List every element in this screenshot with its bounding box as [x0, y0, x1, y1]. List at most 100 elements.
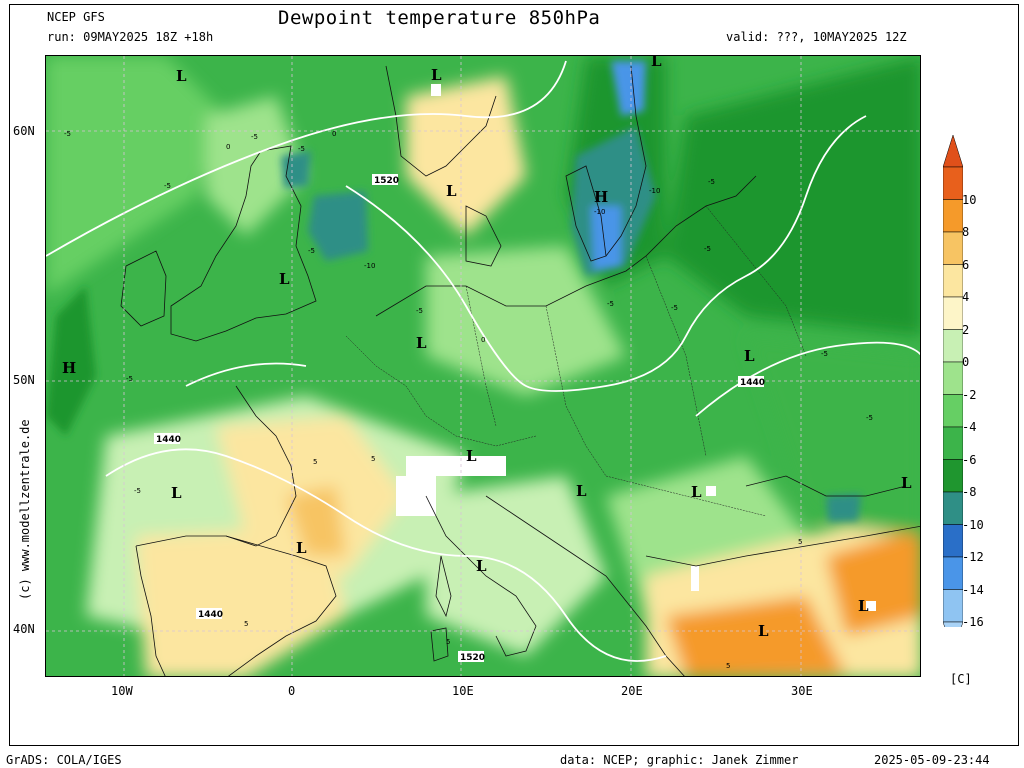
- lon-label-20e: 20E: [621, 684, 643, 698]
- svg-text:-10: -10: [649, 187, 660, 195]
- map-canvas: L L L L L L L L L L L L L L L H H L 1520…: [46, 56, 920, 676]
- data-credit: data: NCEP; graphic: Janek Zimmer: [560, 753, 799, 767]
- timestamp: 2025-05-09-23:44: [874, 753, 990, 767]
- dewpoint-cold-pockets: [46, 61, 861, 522]
- lon-label-10w: 10W: [111, 684, 133, 698]
- svg-text:5: 5: [244, 620, 248, 628]
- colorbar-segment: [943, 264, 963, 298]
- figure-frame: [9, 4, 1019, 746]
- lon-label-10e: 10E: [452, 684, 474, 698]
- geopotential-label: 1440: [198, 610, 223, 620]
- colorbar-segment: [943, 491, 963, 525]
- lat-label-60n: 60N: [13, 124, 35, 138]
- run-label: run: 09MAY2025 18Z +18h: [47, 30, 214, 44]
- svg-text:-5: -5: [126, 375, 133, 383]
- model-label: NCEP GFS: [47, 10, 105, 24]
- svg-text:5: 5: [313, 458, 317, 466]
- missing-data-patches: [396, 84, 876, 611]
- svg-text:5: 5: [726, 662, 730, 670]
- svg-text:-5: -5: [821, 350, 828, 358]
- colorbar-segment: [943, 589, 963, 623]
- lon-label-0: 0: [288, 684, 296, 698]
- geopotential-label: 1440: [740, 378, 765, 388]
- svg-text:-5: -5: [298, 145, 305, 153]
- svg-text:-5: -5: [251, 133, 258, 141]
- low-label: L: [279, 270, 290, 288]
- svg-text:5: 5: [798, 538, 802, 546]
- low-label: L: [758, 622, 769, 640]
- contour-value-labels: -5 -5 -5 0 -5 0 -5 -5 -10 -10 -10 -5 -5 …: [64, 130, 873, 670]
- svg-text:-5: -5: [708, 178, 715, 186]
- low-label: L: [901, 474, 912, 492]
- colorbar-tick-label: -4: [962, 420, 977, 434]
- low-label: L: [176, 67, 187, 85]
- colorbar-tick-label: 2: [962, 322, 970, 337]
- low-label: L: [171, 484, 182, 502]
- pressure-system-labels: L L L L L L L L L L L L L L L H H L: [62, 56, 912, 640]
- map-title: Dewpoint temperature 850hPa: [278, 7, 601, 29]
- grads-credit: GrADS: COLA/IGES: [6, 753, 122, 767]
- svg-text:0: 0: [332, 130, 336, 138]
- colorbar-tick-label: 0: [962, 355, 970, 369]
- geopotential-contours: [46, 60, 920, 662]
- svg-text:0: 0: [481, 336, 485, 344]
- high-label: H: [594, 188, 608, 206]
- colorbar-segment: [943, 199, 963, 233]
- svg-text:5: 5: [371, 455, 375, 463]
- low-label: L: [466, 447, 477, 465]
- low-label: L: [691, 483, 702, 501]
- colorbar-tick-label: -2: [962, 387, 977, 402]
- svg-text:-5: -5: [64, 130, 71, 138]
- colorbar-tick-label: -12: [962, 550, 984, 564]
- graticule: [46, 56, 920, 676]
- low-label: L: [476, 557, 487, 575]
- colorbar-segment: [943, 231, 963, 265]
- dewpoint-field: [46, 56, 920, 676]
- svg-text:-5: -5: [671, 304, 678, 312]
- geopotential-label: 1440: [156, 435, 181, 445]
- colorbar-tick-label: -14: [962, 582, 984, 597]
- lon-label-30e: 30E: [791, 684, 813, 698]
- colorbar-segment: [943, 524, 963, 558]
- colorbar-segment: [943, 166, 963, 200]
- geopotential-label: 1520: [460, 653, 485, 663]
- colorbar-segment: [943, 329, 963, 363]
- weather-map: L L L L L L L L L L L L L L L H H L 1520…: [45, 55, 921, 677]
- colorbar-tick-label: -10: [962, 517, 984, 532]
- colorbar-tick-label: -8: [962, 485, 977, 499]
- low-label: L: [576, 482, 587, 500]
- svg-text:-5: -5: [134, 487, 141, 495]
- high-label: H: [62, 359, 76, 377]
- coastlines: [120, 65, 920, 676]
- colorbar-max-arrow: [943, 135, 963, 168]
- low-label: L: [416, 334, 427, 352]
- lat-label-40n: 40N: [13, 622, 35, 636]
- colorbar-segment: [943, 556, 963, 590]
- svg-text:-5: -5: [164, 182, 171, 190]
- geopotential-label: 1520: [374, 176, 399, 186]
- svg-text:-10: -10: [594, 208, 605, 216]
- colorbar: [943, 135, 963, 627]
- colorbar-unit: [C]: [950, 672, 972, 686]
- low-label: L: [446, 182, 457, 200]
- colorbar-tick-label: 6: [962, 257, 970, 272]
- colorbar-segment: [943, 296, 963, 330]
- colorbar-segment: [943, 361, 963, 395]
- svg-text:-5: -5: [607, 300, 614, 308]
- low-label: L: [651, 56, 662, 70]
- colorbar-tick-label: 8: [962, 225, 970, 239]
- low-label: L: [744, 347, 755, 365]
- svg-text:-5: -5: [866, 414, 873, 422]
- colorbar-segment: [943, 459, 963, 493]
- colorbar-min-arrow: [943, 621, 963, 627]
- country-borders: [345, 205, 807, 517]
- low-label: L: [858, 597, 869, 615]
- copyright-text: (c) www.modellzentrale.de: [18, 419, 32, 600]
- svg-text:0: 0: [226, 143, 230, 151]
- valid-label: valid: ???, 10MAY2025 12Z: [726, 30, 907, 44]
- low-label: L: [431, 66, 442, 84]
- colorbar-tick-label: -16: [962, 615, 984, 629]
- geopotential-labels: 1520 1440 1440 1440 1520: [154, 174, 765, 663]
- colorbar-tick-label: 4: [962, 290, 970, 304]
- colorbar-tick-label: -6: [962, 452, 977, 467]
